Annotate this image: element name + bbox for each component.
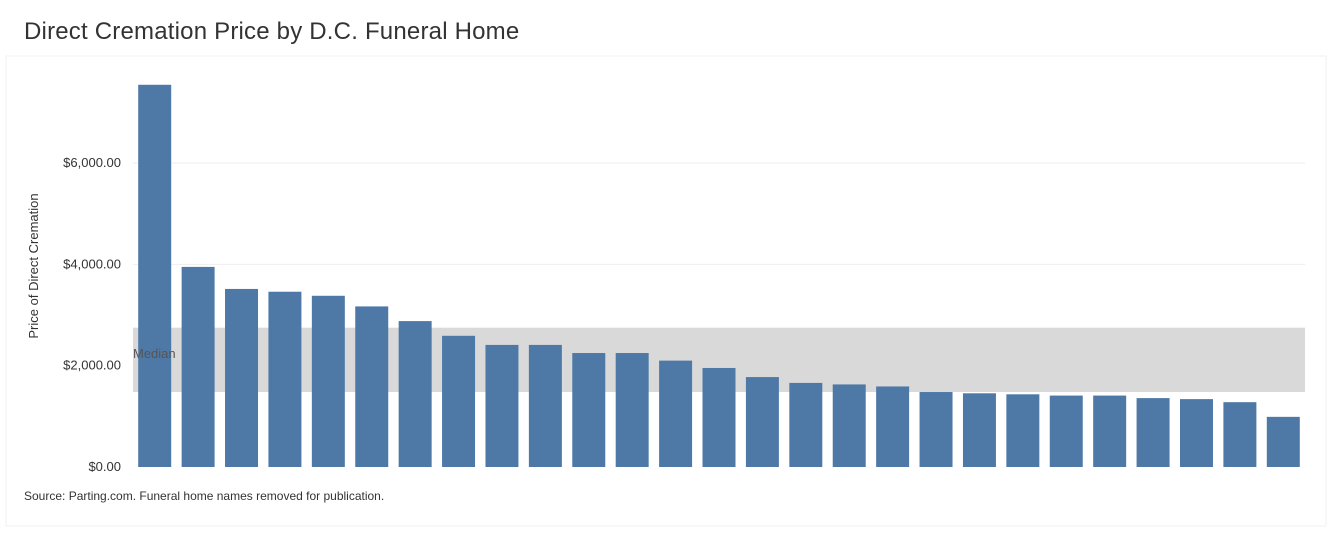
bar	[832, 384, 866, 467]
bar	[311, 295, 345, 467]
bar	[876, 386, 910, 467]
bar	[268, 291, 302, 467]
chart-border	[5, 55, 1327, 527]
bar	[1006, 394, 1040, 467]
y-tick-label: $4,000.00	[63, 256, 121, 271]
source-note: Source: Parting.com. Funeral home names …	[24, 489, 385, 503]
bar	[615, 353, 649, 467]
bar	[1093, 395, 1127, 467]
y-tick-label: $6,000.00	[63, 155, 121, 170]
bar	[572, 353, 606, 467]
bar	[528, 344, 562, 467]
bar	[225, 288, 259, 467]
bar	[181, 266, 215, 467]
y-tick-label: $2,000.00	[63, 358, 121, 373]
median-label: Median	[133, 346, 176, 361]
chart-title: Direct Cremation Price by D.C. Funeral H…	[24, 18, 520, 45]
bar	[1136, 398, 1170, 467]
bar	[1049, 395, 1083, 467]
bar	[659, 360, 693, 467]
bar	[442, 335, 476, 467]
bar	[485, 344, 519, 467]
bar	[1179, 399, 1213, 467]
y-axis-ticks: $0.00 $2,000.00 $4,000.00 $6,000.00	[63, 155, 121, 474]
bar	[398, 321, 432, 467]
y-tick-label: $0.00	[88, 459, 121, 474]
bar	[919, 392, 953, 467]
bar	[1266, 416, 1300, 467]
bar	[962, 393, 996, 467]
bar	[138, 84, 172, 467]
bar	[702, 367, 736, 467]
y-axis-label: Price of Direct Cremation	[26, 193, 41, 338]
bar	[1223, 402, 1257, 467]
bar	[745, 377, 779, 467]
bar	[355, 306, 389, 467]
bar	[789, 382, 823, 467]
bars: Median	[133, 84, 1300, 467]
